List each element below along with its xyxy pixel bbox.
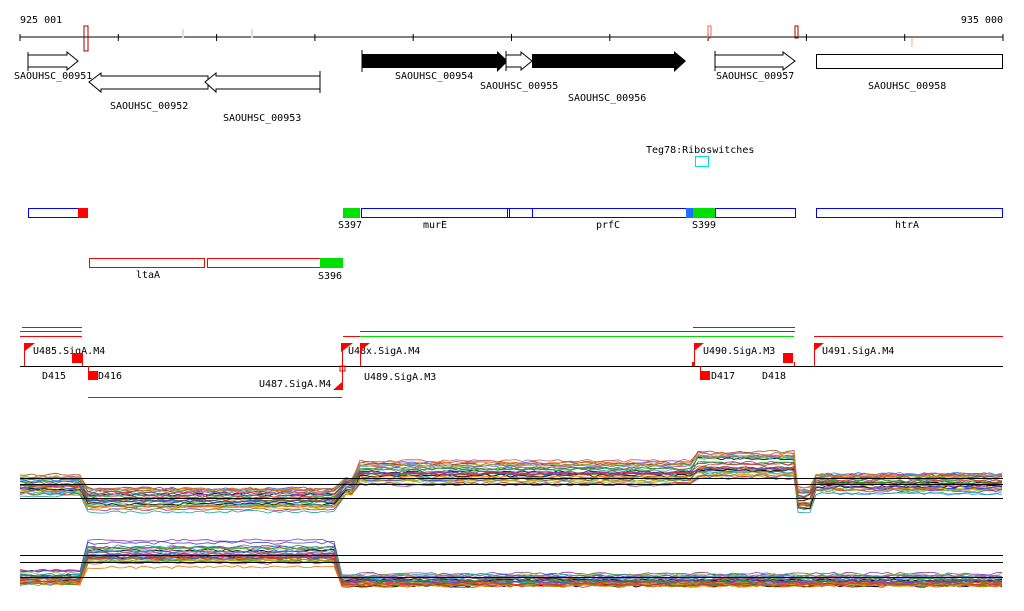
expression-trace [19,466,1003,504]
terminator-D416[interactable]: D416 [88,366,122,382]
ruler-end-label: 935 000 [961,15,1003,26]
ruler-start-label: 925 001 [20,15,62,26]
expression-trace [19,474,1003,511]
gene-SAOUHSC_00955[interactable]: SAOUHSC_00955 [480,50,558,92]
expression-trace [19,454,1003,493]
terminator-D415[interactable]: D415 [42,353,83,382]
feature-murE[interactable] [361,208,508,218]
feature-track-lower: ltaA S396 [89,258,343,282]
ruler-marker [83,25,89,52]
promoter-label: U487.SigA.M4 [259,379,331,390]
riboswitch-label: Teg78:Riboswitches [646,145,754,156]
ruler-marker [794,25,799,39]
expression-plot-reverse [19,538,1003,588]
expression-trace [19,555,1003,587]
expression-trace [19,556,1003,587]
promoter-U489[interactable]: U489.SigA.M3 [360,343,436,383]
gene-SAOUHSC_00953[interactable]: SAOUHSC_00953 [204,71,321,124]
gene-SAOUHSC_00958[interactable]: SAOUHSC_00958 [816,54,1003,93]
terminator-D418[interactable]: D418 [762,353,795,382]
expression-trace [19,470,1003,514]
feature-label: S396 [318,271,342,282]
terminator-label: D416 [98,371,122,382]
feature-S399[interactable] [693,208,715,218]
promoter-U48x[interactable]: U48x.SigA.M4 [341,343,420,357]
expression-trace [19,546,1003,582]
gene-SAOUHSC_00954[interactable]: SAOUHSC_00954 [361,50,508,82]
feature-label: murE [423,220,447,231]
gene-label: SAOUHSC_00954 [395,71,473,82]
promoter-label: U489.SigA.M3 [364,372,436,383]
feature-track-upper: S397 murE prfC S399 htrA [28,208,1003,231]
promoter-label: U491.SigA.M4 [822,346,894,357]
riboswitch-feature[interactable]: Teg78:Riboswitches [646,145,754,167]
gene-label: SAOUHSC_00958 [868,81,946,92]
feature-label: ltaA [136,270,160,281]
promoter-label: U48x.SigA.M4 [348,346,420,357]
expression-trace [19,454,1003,494]
transcript-track [20,327,1003,398]
expression-trace [19,466,1003,506]
feature-htrA[interactable] [816,208,1003,218]
expression-trace [19,452,1003,492]
expression-trace [19,463,1003,500]
ruler-marker [707,25,712,39]
feature-label: htrA [895,220,919,231]
gene-SAOUHSC_00957[interactable]: SAOUHSC_00957 [714,51,796,82]
gene-SAOUHSC_00956[interactable]: SAOUHSC_00956 [532,51,686,104]
feature-S396[interactable] [320,258,343,268]
feature-label: S399 [692,220,716,231]
terminator-label: D418 [762,371,786,382]
promoter-U485[interactable]: U485.SigA.M4 [24,343,106,366]
gene-SAOUHSC_00951[interactable]: SAOUHSC_00951 [14,50,92,82]
terminator-label: D415 [42,371,66,382]
promoter-label: U490.SigA.M3 [703,346,775,357]
gene-label: SAOUHSC_00956 [568,93,646,104]
promoter-U491[interactable]: U491.SigA.M4 [814,343,894,366]
promoter-label: U485.SigA.M4 [33,346,105,357]
gene-label: SAOUHSC_00955 [480,81,558,92]
feature-prfC[interactable] [532,208,687,218]
gene-label: SAOUHSC_00953 [223,113,301,124]
feature-ltaA[interactable] [89,258,205,268]
gene-label: SAOUHSC_00952 [110,101,188,112]
terminator-D417[interactable]: D417 [700,366,735,382]
promoter-U490[interactable]: U490.SigA.M3 [692,343,775,366]
terminator-label: D417 [711,371,735,382]
expression-trace [19,549,1003,580]
gene-track: SAOUHSC_00951 SAOUHSC_00952 SAOUHSC_0095… [14,50,1003,124]
feature-label: prfC [596,220,620,231]
feature-S397[interactable] [343,208,360,218]
gene-label: SAOUHSC_00957 [716,71,794,82]
ruler: 925 001 935 000 [19,15,1004,52]
gene-label: SAOUHSC_00951 [14,71,92,82]
expression-plot-forward [19,449,1003,514]
gene-SAOUHSC_00952[interactable]: SAOUHSC_00952 [88,72,209,112]
feature-label: S397 [338,220,362,231]
